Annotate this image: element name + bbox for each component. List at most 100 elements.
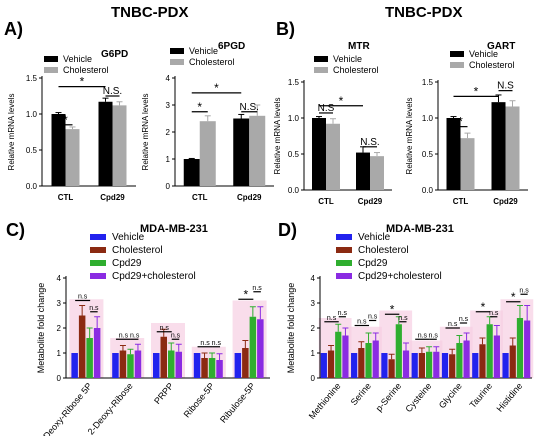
y-tick-label: 0.0: [288, 186, 300, 195]
bar: [505, 106, 520, 190]
bar: [327, 350, 335, 378]
y-tick-label: 1: [166, 155, 171, 164]
x-tick-label: Serine: [349, 381, 373, 407]
bar: [524, 320, 531, 378]
significance-label: n.s: [429, 332, 439, 339]
chart-title: G6PD: [101, 49, 128, 60]
bar: [335, 331, 342, 378]
y-tick-label: 4: [166, 74, 171, 83]
charts-layer: G6PDVehicleCholesterol0.00.51.01.5Relati…: [7, 41, 534, 436]
x-tick-label: PRPP: [152, 381, 175, 406]
significance-label: N.S.: [240, 102, 259, 113]
legend-swatch: [314, 56, 328, 62]
y-tick-label: 1.0: [26, 110, 38, 119]
x-tick-label: Ribulose-5P: [218, 381, 257, 425]
bar: [71, 353, 78, 378]
significance-label: n.s: [448, 321, 458, 328]
legend-swatch: [90, 260, 106, 266]
legend-swatch: [170, 48, 184, 54]
x-tick-label: Cpd29: [237, 193, 262, 202]
bar: [370, 156, 384, 190]
bar: [342, 335, 349, 378]
legend-swatch: [90, 247, 106, 253]
legend-label: Vehicle: [358, 232, 391, 243]
significance-label: n.s: [160, 325, 170, 332]
y-axis-label: Relative mRNA levels: [7, 94, 16, 171]
y-tick-label: 3: [166, 101, 171, 110]
right-figure-title: TNBC-PDX: [385, 4, 463, 21]
panel-a-letter: A): [4, 19, 23, 39]
legend-swatch: [450, 62, 464, 68]
bar: [216, 360, 223, 378]
bar: [356, 152, 370, 190]
y-tick-label: 1.5: [422, 78, 434, 87]
y-tick-label: 0.5: [288, 150, 300, 159]
bar: [98, 101, 113, 186]
significance-label: N.S: [497, 81, 514, 92]
bar: [51, 114, 66, 186]
legend-swatch: [336, 234, 352, 240]
y-tick-label: 2: [166, 128, 171, 137]
panel-d-letter: D): [278, 220, 297, 240]
bar: [395, 324, 402, 378]
bar: [326, 123, 340, 190]
legend-label: Vehicle: [189, 46, 218, 56]
x-tick-label: Histidine: [495, 381, 525, 414]
legend-label: Vehicle: [469, 49, 498, 59]
y-tick-label: 3: [57, 299, 62, 308]
y-tick-label: 1: [311, 349, 316, 358]
legend-label: Cholesterol: [469, 60, 515, 70]
y-tick-label: 2: [57, 324, 62, 333]
bar: [93, 328, 101, 378]
significance-label: *: [63, 113, 68, 127]
y-tick-label: 4: [311, 274, 316, 283]
significance-label: *: [458, 115, 463, 129]
legend-label: Cholesterol: [63, 65, 109, 75]
bar: [456, 343, 463, 378]
bar: [86, 338, 93, 378]
bar: [234, 353, 242, 378]
bar: [441, 353, 449, 378]
x-tick-label: Glycine: [437, 381, 464, 410]
bar: [402, 350, 410, 378]
bar: [153, 353, 160, 378]
significance-label: *: [390, 302, 395, 316]
bar: [351, 353, 358, 378]
significance-label: *: [511, 290, 516, 304]
x-tick-label: Ribose-5P: [182, 381, 217, 420]
significance-label: N.S.: [103, 86, 122, 97]
legend-swatch: [170, 59, 184, 65]
significance-label: N.S.: [360, 137, 379, 148]
bar: [119, 350, 127, 378]
bar: [426, 351, 433, 378]
legend-swatch: [44, 67, 58, 73]
legend-label: Cholesterol: [333, 65, 379, 75]
bar: [433, 351, 440, 378]
bar: [365, 343, 372, 378]
bar: [78, 315, 86, 378]
significance-label: *: [474, 84, 479, 98]
panel-b-letter: B): [276, 19, 295, 39]
significance-label: n.s: [200, 340, 210, 347]
legend-swatch: [450, 51, 464, 57]
left-figure-title: TNBC-PDX: [111, 4, 189, 21]
significance-label: *: [244, 287, 249, 301]
y-tick-label: 1.5: [26, 74, 38, 83]
significance-label: n.s: [212, 340, 222, 347]
y-tick-label: 2: [311, 324, 316, 333]
y-axis-label: Relative mRNA levels: [273, 98, 282, 175]
y-tick-label: 1.0: [288, 114, 300, 123]
x-tick-label: Cpd29: [358, 197, 383, 206]
y-tick-label: 0: [57, 374, 62, 383]
legend-label: Cpd29+cholesterol: [358, 271, 442, 282]
significance-label: n.s: [327, 315, 337, 322]
legend-label: Cpd29: [112, 258, 142, 269]
bar: [509, 345, 516, 378]
y-tick-label: 1: [57, 349, 62, 358]
bar: [127, 354, 134, 378]
bar: [249, 115, 266, 186]
chart-title: MDA-MB-231: [140, 223, 208, 235]
